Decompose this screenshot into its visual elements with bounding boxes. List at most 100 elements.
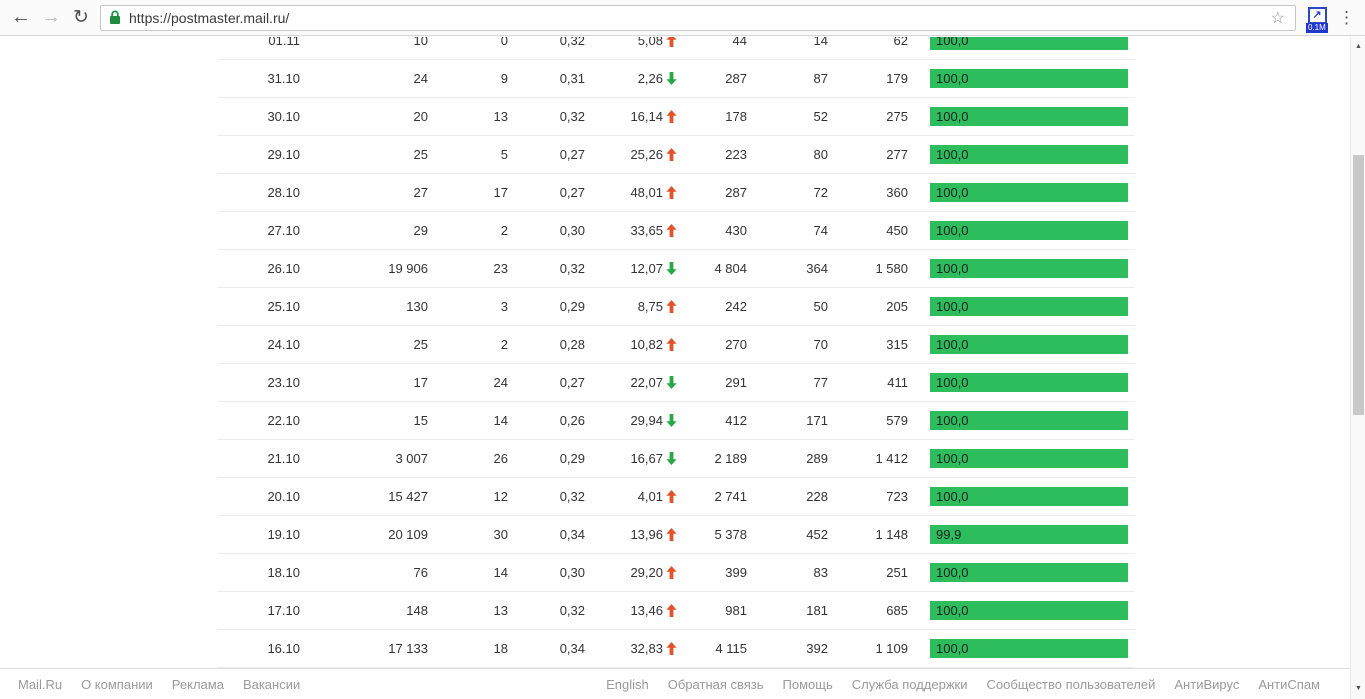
bar-value-label: 100,0 [936,261,969,276]
value-cell: 0,29 [559,451,585,466]
value-cell: 450 [886,223,908,238]
table-row[interactable]: 31.10 24 9 0,31 2,26 287 87 179 100,0 [218,60,1135,98]
footer-link[interactable]: АнтиСпам [1258,676,1320,692]
vertical-scrollbar[interactable]: ▲ ▼ [1350,37,1365,699]
chrome-menu-icon[interactable]: ⋮ [1338,7,1355,27]
delivery-bar-cell: 100,0 [930,487,1128,506]
bar-value-label: 100,0 [936,603,969,618]
green-progress-bar: 100,0 [930,639,1128,658]
date-cell: 19.10 [267,527,300,542]
page-content: 01.11 10 0 0,32 5,08 44 14 62 100,0 31.1… [0,37,1350,668]
date-cell: 01.11 [268,37,300,48]
value-cell: 0,32 [559,489,585,504]
value-cell: 50 [813,299,828,314]
table-row[interactable]: 24.10 25 2 0,28 10,82 270 70 315 100,0 [218,326,1135,364]
percent-cell: 10,82 [585,337,677,352]
value-cell: 14 [813,37,828,48]
value-cell: 15 427 [388,489,428,504]
bookmark-star-icon[interactable]: ☆ [1270,9,1285,27]
forward-icon[interactable]: → [41,6,61,28]
value-cell: 277 [886,147,908,162]
trend-arrow-icon [666,262,677,275]
url-text[interactable]: https://postmaster.mail.ru/ [129,9,290,26]
value-cell: 3 [500,299,508,314]
value-cell: 1 109 [875,641,908,656]
footer-link[interactable]: Вакансии [242,676,301,692]
footer-link[interactable]: Реклама [171,676,224,692]
value-cell: 251 [886,565,908,580]
table-row[interactable]: 01.11 10 0 0,32 5,08 44 14 62 100,0 [218,37,1135,60]
reload-icon[interactable]: ↻ [73,7,89,28]
green-progress-bar: 100,0 [930,259,1128,278]
value-cell: 228 [806,489,828,504]
table-row[interactable]: 25.10 130 3 0,29 8,75 242 50 205 100,0 [218,288,1135,326]
delivery-bar-cell: 100,0 [930,411,1128,430]
address-bar[interactable]: https://postmaster.mail.ru/ ☆ [100,4,1296,31]
similarweb-extension-icon[interactable]: ↗ 0.1M [1306,6,1328,33]
value-cell: 171 [806,413,828,428]
value-cell: 4 804 [714,261,747,276]
footer-link[interactable]: О компании [81,676,153,692]
table-row[interactable]: 19.10 20 109 30 0,34 13,96 5 378 452 1 1… [218,516,1135,554]
footer-link[interactable]: Служба поддержки [851,676,968,692]
value-cell: 1 412 [875,451,908,466]
value-cell: 0,34 [559,641,585,656]
footer-link[interactable]: Mail.Ru [18,676,63,692]
value-cell: 12 [493,489,508,504]
value-cell: 411 [887,375,908,390]
table-row[interactable]: 23.10 17 24 0,27 22,07 291 77 411 100,0 [218,364,1135,402]
scrollbar-thumb[interactable] [1353,155,1364,415]
value-cell: 20 [413,109,428,124]
green-progress-bar: 100,0 [930,487,1128,506]
value-cell: 287 [725,71,747,86]
percent-cell: 2,26 [585,71,677,86]
value-cell: 0 [500,37,508,48]
table-row[interactable]: 30.10 20 13 0,32 16,14 178 52 275 100,0 [218,98,1135,136]
table-row[interactable]: 22.10 15 14 0,26 29,94 412 171 579 100,0 [218,402,1135,440]
scroll-down-icon[interactable]: ▼ [1355,684,1362,692]
percent-cell: 13,46 [585,603,677,618]
table-row[interactable]: 28.10 27 17 0,27 48,01 287 72 360 100,0 [218,174,1135,212]
table-row[interactable]: 27.10 29 2 0,30 33,65 430 74 450 100,0 [218,212,1135,250]
value-cell: 1 580 [875,261,908,276]
trend-arrow-icon [666,224,677,237]
value-cell: 25 [413,337,428,352]
value-cell: 275 [886,109,908,124]
date-cell: 21.10 [267,451,300,466]
scroll-up-icon[interactable]: ▲ [1355,42,1362,50]
footer-link[interactable]: Сообщество пользователей [986,676,1156,692]
value-cell: 0,27 [559,375,585,390]
bar-value-label: 100,0 [936,565,969,580]
https-lock-icon[interactable] [109,10,121,25]
footer-link[interactable]: АнтиВирус [1174,676,1240,692]
back-icon[interactable]: ← [11,6,31,28]
trend-arrow-icon [666,414,677,427]
footer-right-links: English Обратная связь Помощь Служба поддер… [606,677,1334,692]
table-row[interactable]: 29.10 25 5 0,27 25,26 223 80 277 100,0 [218,136,1135,174]
value-cell: 72 [813,185,828,200]
delivery-bar-cell: 100,0 [930,259,1128,278]
value-cell: 0,30 [559,223,585,238]
table-row[interactable]: 26.10 19 906 23 0,32 12,07 4 804 364 1 5… [218,250,1135,288]
footer-link[interactable]: Помощь [782,676,833,692]
value-cell: 3 007 [395,451,428,466]
footer-link[interactable]: English [606,676,649,692]
value-cell: 29 [413,223,428,238]
value-cell: 15 [413,413,428,428]
value-cell: 18 [493,641,508,656]
table-row[interactable]: 18.10 76 14 0,30 29,20 399 83 251 100,0 [218,554,1135,592]
date-cell: 29.10 [267,147,300,162]
value-cell: 27 [413,185,428,200]
table-row[interactable]: 21.10 3 007 26 0,29 16,67 2 189 289 1 41… [218,440,1135,478]
value-cell: 20 109 [388,527,428,542]
value-cell: 4 115 [715,641,747,656]
trend-arrow-icon [666,566,677,579]
value-cell: 19 906 [388,261,428,276]
table-row[interactable]: 20.10 15 427 12 0,32 4,01 2 741 228 723 … [218,478,1135,516]
value-cell: 5 378 [714,527,747,542]
footer-link[interactable]: Обратная связь [667,676,764,692]
table-row[interactable]: 16.10 17 133 18 0,34 32,83 4 115 392 1 1… [218,630,1135,668]
value-cell: 76 [413,565,428,580]
table-row[interactable]: 17.10 148 13 0,32 13,46 981 181 685 100,… [218,592,1135,630]
green-progress-bar: 100,0 [930,335,1128,354]
